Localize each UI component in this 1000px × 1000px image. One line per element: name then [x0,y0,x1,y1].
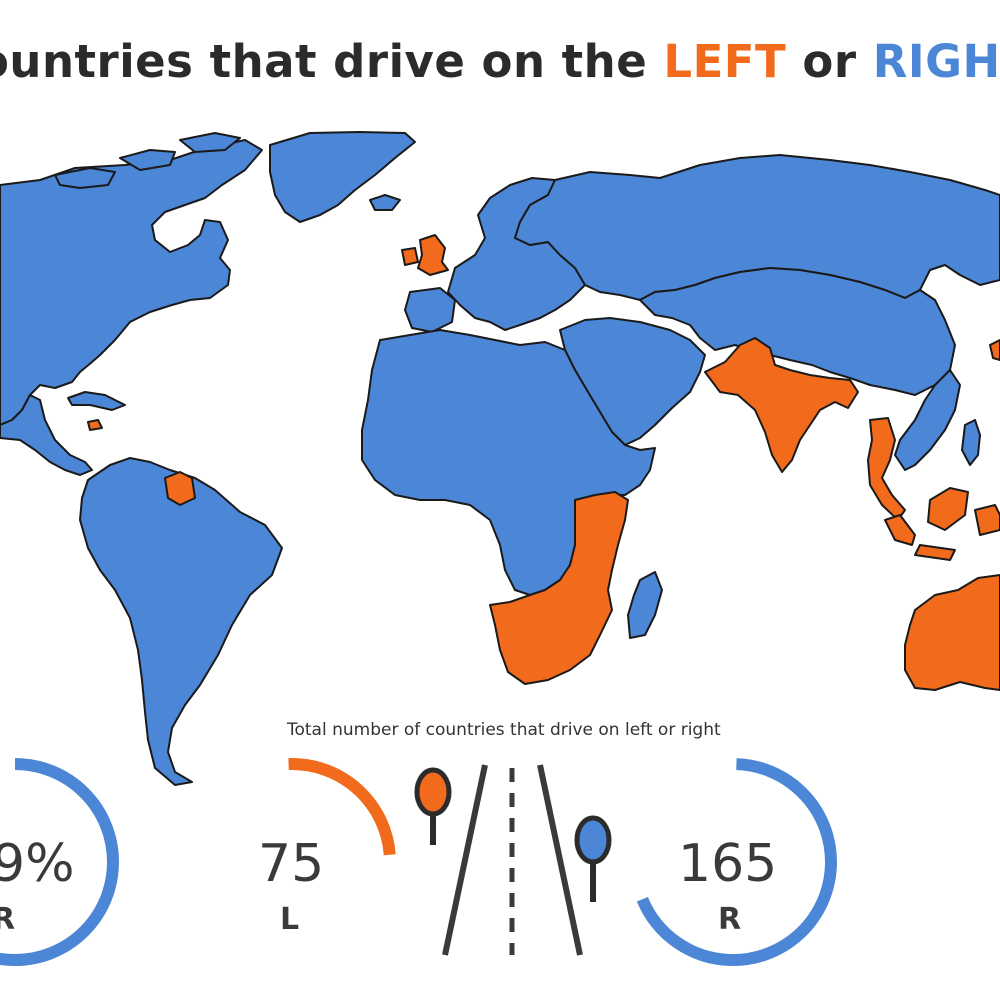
korea-china-coast [894,369,961,471]
arctic-islands [54,132,241,189]
map-pin-right-icon [574,815,612,902]
philippines [961,419,981,466]
title-prefix: ountries that drive on the [0,35,664,88]
greenland [269,131,416,223]
iceland [369,194,401,211]
left-count-label: L [280,902,300,937]
iberia [404,287,456,333]
japan [989,339,1000,361]
title-right-word: RIGH [872,35,1000,88]
right-count-label: R [718,902,742,937]
left-count-arc [188,758,396,966]
right-driving-countries [0,131,1000,786]
right-count-value: 165 [678,834,778,894]
east-southern-africa [489,491,629,685]
madagascar [627,571,663,639]
right-share-ring-partial [0,758,119,966]
left-count-value: 75 [258,834,325,894]
map-pin-left-icon [414,767,452,845]
mexico-central-america [0,394,93,476]
stats-caption: Total number of countries that drive on … [287,720,721,740]
guyana-suriname [164,471,196,506]
southeast-asia [867,417,906,521]
australia [904,574,1000,691]
title-middle: or [786,35,873,88]
indonesia [884,487,1000,561]
title-left-word: LEFT [663,35,787,88]
stats-graphics [0,757,837,966]
world-map [0,131,1000,786]
right-percent-value: 9% [0,834,75,894]
left-driving-countries [87,234,1000,691]
north-america [0,139,263,426]
right-count-arc [629,757,837,966]
uk-ireland [401,234,449,276]
jamaica [87,419,103,431]
page-title: ountries that drive on the LEFT or RIGH [0,35,1000,105]
road-icon [442,764,583,956]
right-percent-label: R [0,902,16,937]
cuba-caribbean [67,391,126,411]
south-america [79,457,283,786]
south-asia [704,337,859,473]
